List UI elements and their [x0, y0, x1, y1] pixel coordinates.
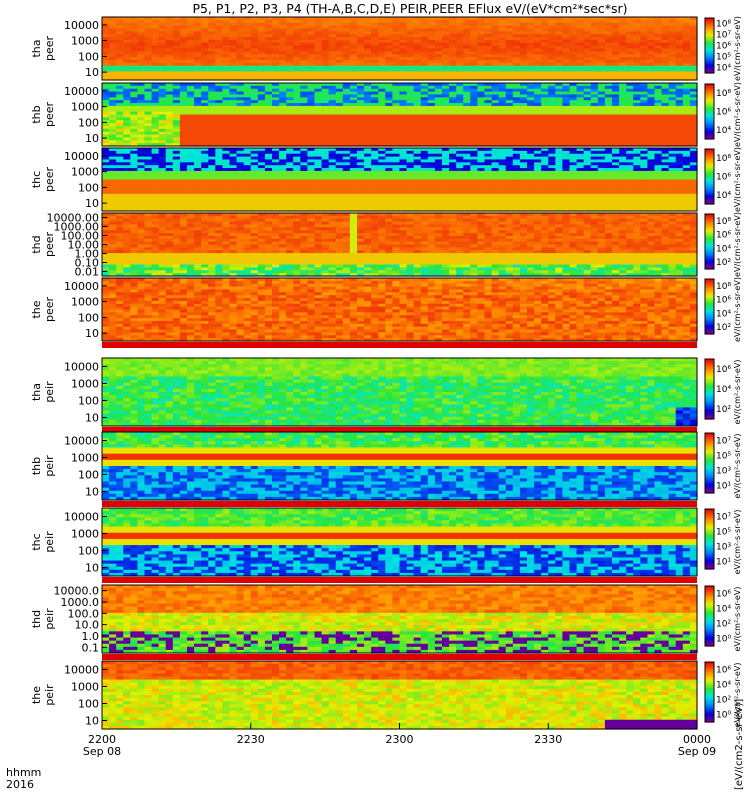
- colorbar-tick-label: 10⁴: [716, 126, 731, 136]
- y-tick-label: 10: [85, 66, 99, 79]
- y-tick-label: 100: [78, 116, 99, 129]
- y-tick-label: 100: [78, 50, 99, 63]
- colorbar-tick-label: 10⁶: [716, 108, 731, 118]
- colorbar-tick-label: 10⁵: [716, 53, 731, 63]
- y-tick-label: 10000: [64, 85, 99, 98]
- y-tick-label: 10000: [64, 19, 99, 32]
- y-tick-label: 1000: [71, 35, 99, 48]
- y-tick-label: 1000: [71, 101, 99, 114]
- colorbar-tick-label: 10⁷: [716, 31, 731, 41]
- y-axis-label: peer: [43, 102, 56, 128]
- y-tick-label: 10: [85, 132, 99, 145]
- chart-title: P5, P1, P2, P3, P4 (TH-A,B,C,D,E) PEIR,P…: [192, 1, 627, 16]
- y-axis-label: peer: [43, 36, 56, 62]
- colorbar-unit: eV/(cm²-s-sr-eV): [733, 16, 742, 81]
- y-axis-label: thb: [30, 105, 43, 123]
- colorbar-tick-label: 10⁶: [716, 42, 731, 52]
- colorbar-tick-label: 10⁸: [716, 89, 731, 99]
- colorbar-tick-label: 10⁴: [716, 64, 731, 74]
- y-axis-label: tha: [30, 39, 43, 57]
- colorbar-unit: eV/(cm²-s-sr-eV): [733, 82, 742, 147]
- colorbar-tick-label: 10⁸: [716, 20, 731, 30]
